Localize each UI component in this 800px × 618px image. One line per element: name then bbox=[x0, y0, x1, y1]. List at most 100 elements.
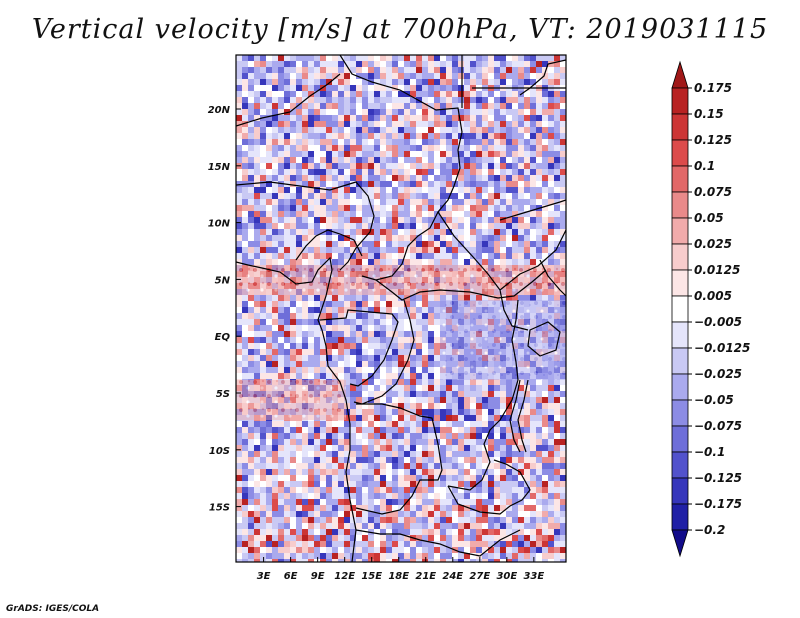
field-cell bbox=[302, 475, 308, 481]
field-cell bbox=[344, 379, 350, 385]
field-cell bbox=[452, 175, 458, 181]
field-cell bbox=[500, 259, 506, 265]
field-cell bbox=[296, 457, 302, 463]
field-cell bbox=[242, 193, 248, 199]
field-cell bbox=[548, 133, 554, 139]
field-cell bbox=[350, 391, 356, 397]
field-cell bbox=[470, 559, 476, 562]
field-cell bbox=[512, 139, 518, 145]
field-cell bbox=[284, 223, 290, 229]
field-cell bbox=[476, 55, 482, 61]
field-cell bbox=[290, 523, 296, 529]
field-cell bbox=[320, 97, 326, 103]
colorbar-label: 0.175 bbox=[694, 81, 732, 95]
field-cell bbox=[380, 103, 386, 109]
field-cell bbox=[248, 235, 254, 241]
field-cell bbox=[374, 391, 380, 397]
field-cell bbox=[542, 163, 548, 169]
field-cell bbox=[404, 175, 410, 181]
field-cell bbox=[554, 403, 560, 409]
field-cell bbox=[422, 433, 428, 439]
field-cell bbox=[416, 385, 422, 391]
field-cell bbox=[314, 499, 320, 505]
field-cell bbox=[422, 559, 428, 562]
field-cell bbox=[344, 151, 350, 157]
field-cell bbox=[386, 331, 392, 337]
colorbar-segment bbox=[671, 321, 689, 349]
field-cell bbox=[314, 307, 320, 313]
field-cell bbox=[530, 535, 536, 541]
field-cell bbox=[536, 493, 542, 499]
field-cell bbox=[554, 67, 560, 73]
field-cell bbox=[416, 187, 422, 193]
field-cell bbox=[560, 559, 566, 562]
field-cell bbox=[368, 463, 374, 469]
field-cell bbox=[386, 103, 392, 109]
field-cell bbox=[374, 55, 380, 61]
field-cell bbox=[254, 169, 260, 175]
field-cell bbox=[518, 379, 524, 385]
field-cell bbox=[362, 427, 368, 433]
field-cell bbox=[290, 205, 296, 211]
field-cell bbox=[386, 133, 392, 139]
field-cell bbox=[332, 433, 338, 439]
field-cell bbox=[542, 409, 548, 415]
field-cell bbox=[476, 121, 482, 127]
field-cell bbox=[332, 451, 338, 457]
field-cell bbox=[272, 67, 278, 73]
field-cell bbox=[488, 247, 494, 253]
field-cell bbox=[248, 211, 254, 217]
field-cell bbox=[446, 73, 452, 79]
field-cell bbox=[530, 445, 536, 451]
field-cell bbox=[524, 139, 530, 145]
field-cell bbox=[284, 217, 290, 223]
field-cell bbox=[530, 109, 536, 115]
field-cell bbox=[488, 199, 494, 205]
field-cell bbox=[344, 157, 350, 163]
field-cell bbox=[554, 115, 560, 121]
field-cell bbox=[368, 535, 374, 541]
field-cell bbox=[398, 475, 404, 481]
field-cell bbox=[416, 139, 422, 145]
field-cell bbox=[434, 505, 440, 511]
field-cell bbox=[422, 145, 428, 151]
field-cell bbox=[302, 223, 308, 229]
field-cell bbox=[362, 409, 368, 415]
field-cell bbox=[554, 97, 560, 103]
field-cell bbox=[308, 355, 314, 361]
field-cell bbox=[380, 481, 386, 487]
field-cell bbox=[308, 67, 314, 73]
field-cell bbox=[392, 361, 398, 367]
field-cell bbox=[422, 211, 428, 217]
field-cell bbox=[464, 553, 470, 559]
coastline-west bbox=[236, 256, 357, 562]
field-cell bbox=[302, 547, 308, 553]
field-cell bbox=[434, 175, 440, 181]
field-cell bbox=[446, 481, 452, 487]
colorbar-label: 0.0125 bbox=[694, 263, 740, 277]
field-cell bbox=[344, 541, 350, 547]
field-cell bbox=[428, 91, 434, 97]
field-cell bbox=[416, 85, 422, 91]
field-cell bbox=[410, 307, 416, 313]
field-cell bbox=[548, 505, 554, 511]
field-cell bbox=[350, 103, 356, 109]
field-cell bbox=[470, 115, 476, 121]
field-cell bbox=[440, 499, 446, 505]
field-cell bbox=[254, 535, 260, 541]
field-cell bbox=[302, 517, 308, 523]
field-cell bbox=[368, 403, 374, 409]
field-cell bbox=[380, 61, 386, 67]
field-cell bbox=[362, 217, 368, 223]
field-cell bbox=[356, 193, 362, 199]
field-cell bbox=[284, 487, 290, 493]
field-cell bbox=[536, 127, 542, 133]
field-cell bbox=[314, 241, 320, 247]
field-cell bbox=[440, 97, 446, 103]
field-cell bbox=[296, 181, 302, 187]
field-cell bbox=[428, 511, 434, 517]
field-cell bbox=[548, 391, 554, 397]
field-cell bbox=[356, 127, 362, 133]
field-cell bbox=[338, 157, 344, 163]
field-cell bbox=[416, 247, 422, 253]
